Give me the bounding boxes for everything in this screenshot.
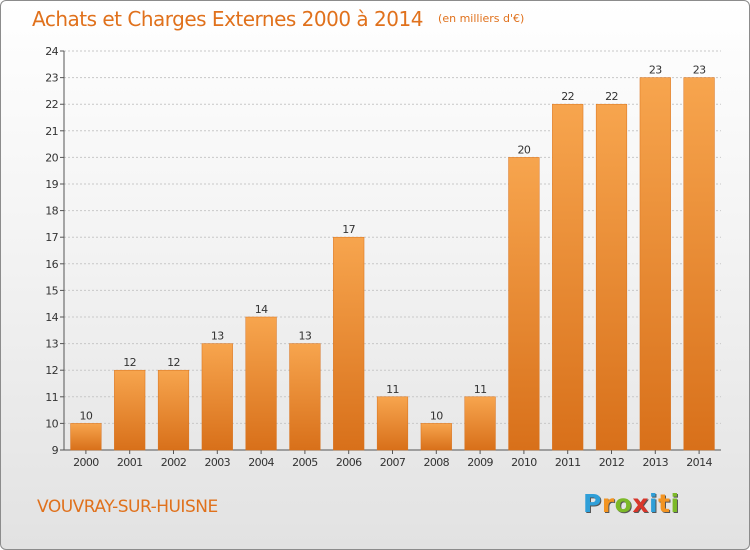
labels: 9 10 11 12 13 14 15 16 17 18 19 20 21 22 23 24 10 2000 12 2… — [45, 45, 713, 469]
data-label: 12 — [167, 356, 180, 369]
bar — [552, 103, 584, 451]
x-tick-label: 2005 — [292, 456, 318, 469]
y-tick-label: 22 — [45, 98, 58, 111]
x-tick-label: 2003 — [204, 456, 230, 469]
x-tick-label: 2000 — [73, 456, 99, 469]
logo-letter: P — [583, 489, 602, 518]
y-tick-label: 12 — [45, 364, 58, 377]
data-label: 23 — [693, 64, 706, 77]
x-tick-label: 2002 — [161, 456, 187, 469]
commune-name: VOUVRAY-SUR-HUISNE — [37, 497, 218, 517]
data-label: 11 — [386, 383, 399, 396]
bar — [289, 343, 321, 451]
x-tick-label: 2004 — [248, 456, 274, 469]
bar — [464, 396, 496, 451]
x-tick-label: 2006 — [336, 456, 362, 469]
bar — [245, 316, 277, 451]
bar — [376, 396, 409, 451]
bar — [420, 423, 452, 451]
x-tick-label: 2013 — [642, 456, 668, 469]
y-tick-label: 10 — [45, 417, 58, 430]
y-tick-label: 23 — [45, 72, 58, 85]
data-label: 17 — [342, 223, 355, 236]
x-tick-label: 2007 — [380, 456, 406, 469]
bar — [114, 369, 146, 451]
y-tick-label: 20 — [45, 151, 58, 164]
y-tick-label: 24 — [45, 45, 58, 58]
y-tick-label: 19 — [45, 178, 58, 191]
data-label: 10 — [79, 409, 92, 422]
data-label: 13 — [298, 330, 311, 343]
bar — [70, 423, 102, 451]
data-label: 22 — [561, 90, 574, 103]
x-tick-label: 2011 — [555, 456, 581, 469]
logo-letter: x — [632, 489, 649, 518]
x-tick-label: 2001 — [117, 456, 143, 469]
x-tick-label: 2010 — [511, 456, 537, 469]
bars — [70, 77, 715, 451]
bar — [639, 77, 671, 451]
data-label: 12 — [123, 356, 136, 369]
bar — [201, 343, 233, 451]
data-label: 14 — [255, 303, 268, 316]
y-tick-label: 17 — [45, 231, 58, 244]
y-tick-label: 11 — [45, 391, 58, 404]
logo-letter: o — [614, 489, 633, 518]
y-tick-label: 21 — [45, 125, 58, 138]
data-label: 13 — [211, 330, 224, 343]
y-tick-label: 18 — [45, 205, 58, 218]
y-tick-label: 15 — [45, 284, 58, 297]
chart-unit: (en milliers d'€) — [438, 12, 525, 25]
y-tick-label: 14 — [45, 311, 58, 324]
logo-letter: i — [670, 489, 680, 518]
x-tick-label: 2014 — [686, 456, 712, 469]
bar — [595, 103, 628, 451]
title-row: Achats et Charges Externes 2000 à 2014 (… — [32, 7, 524, 31]
bar — [333, 236, 365, 451]
data-label: 10 — [430, 409, 443, 422]
data-label: 22 — [605, 90, 618, 103]
chart-title: Achats et Charges Externes 2000 à 2014 — [32, 7, 423, 31]
data-label: 23 — [649, 64, 662, 77]
bar — [683, 77, 715, 451]
logo-letter: r — [601, 489, 615, 518]
bar — [157, 369, 190, 451]
logo-letter: t — [658, 489, 671, 518]
data-label: 11 — [474, 383, 487, 396]
proxiti-logo[interactable]: Proxiti — [583, 489, 680, 518]
x-tick-label: 2012 — [599, 456, 625, 469]
y-tick-label: 9 — [52, 444, 59, 457]
x-tick-label: 2008 — [423, 456, 449, 469]
bar — [508, 157, 540, 451]
y-tick-label: 13 — [45, 338, 58, 351]
logo-letter: i — [649, 489, 659, 518]
y-tick-label: 16 — [45, 258, 58, 271]
x-tick-label: 2009 — [467, 456, 493, 469]
data-label: 20 — [517, 143, 530, 156]
